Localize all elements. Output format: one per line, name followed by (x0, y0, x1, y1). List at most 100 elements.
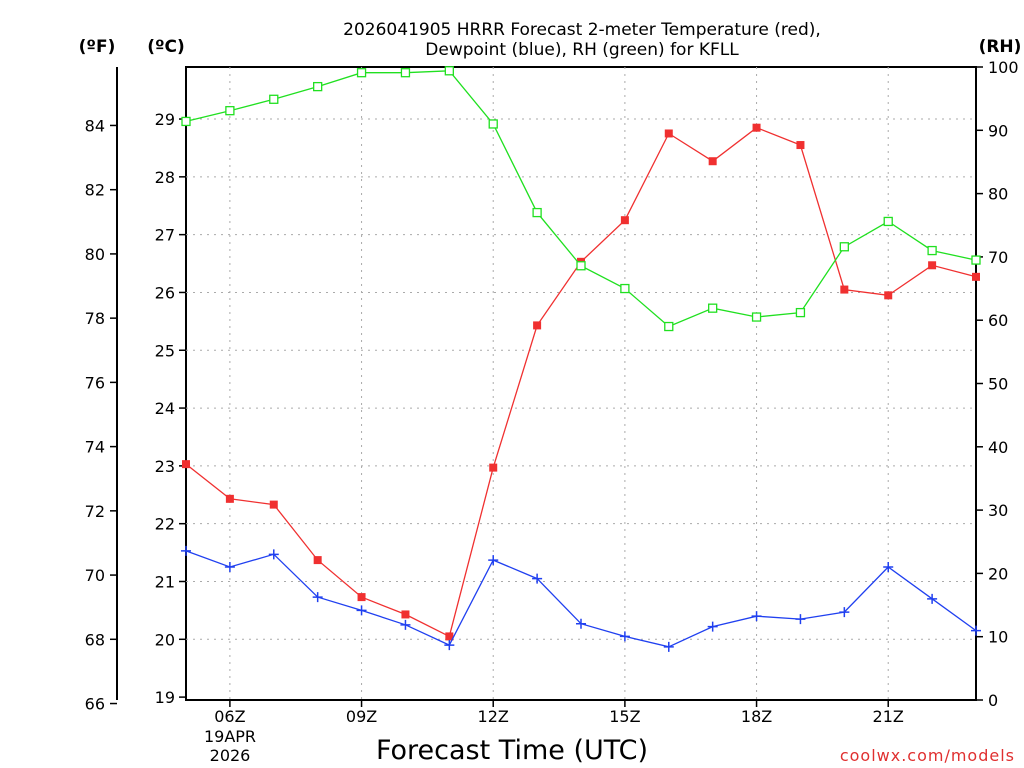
temperature-point (752, 123, 761, 132)
temperature-point (401, 610, 410, 619)
fahrenheit-tick-label: 72 (85, 502, 105, 521)
date-label-day: 19APR (204, 727, 256, 746)
rh-line (185, 70, 977, 328)
celsius-tick-label: 21 (155, 572, 175, 591)
temperature-point (357, 593, 366, 602)
dewpoint-point (400, 619, 411, 630)
rh-tick-label: 10 (988, 628, 1008, 647)
temperature-point (225, 494, 234, 503)
temperature-point (708, 157, 717, 166)
rh-tick-label: 40 (988, 438, 1008, 457)
x-tick-label: 12Z (478, 707, 509, 726)
x-tick-label: 09Z (346, 707, 377, 726)
x-tick-label: 21Z (873, 707, 904, 726)
dewpoint-point (532, 573, 543, 584)
temperature-point (182, 460, 190, 469)
temperature-point (533, 321, 542, 330)
rh-point (400, 68, 411, 78)
date-label-year: 2026 (210, 746, 251, 765)
temperature-point (269, 500, 278, 509)
rh-point (971, 255, 981, 265)
rh-tick-label: 30 (988, 501, 1008, 520)
fahrenheit-tick-label: 70 (85, 566, 105, 585)
rh-point (927, 245, 937, 256)
rh-point (225, 106, 235, 116)
rh-tick-label: 80 (988, 185, 1008, 204)
rh-point (620, 283, 630, 294)
fahrenheit-tick-label: 80 (85, 245, 105, 264)
rh-point (313, 81, 323, 92)
dewpoint-point (619, 631, 630, 642)
x-tick-label: 06Z (214, 707, 245, 726)
dewpoint-point (971, 625, 981, 636)
dewpoint-point (883, 562, 894, 573)
temperature-point (928, 261, 937, 270)
temperature-point (489, 463, 498, 472)
fahrenheit-tick-label: 84 (85, 116, 105, 135)
fahrenheit-tick-label: 82 (85, 181, 105, 200)
rh-point (181, 116, 191, 127)
celsius-unit-label: (ºC) (147, 37, 185, 57)
dewpoint-point (707, 621, 718, 632)
celsius-tick-label: 20 (155, 630, 175, 649)
temperature-point (884, 291, 893, 300)
dewpoint-point (444, 640, 455, 651)
rh-tick-label: 90 (988, 121, 1008, 140)
celsius-tick-label: 23 (155, 457, 175, 476)
dewpoint-point (312, 592, 323, 603)
celsius-tick-label: 24 (155, 399, 175, 418)
rh-point (444, 66, 454, 76)
temperature-point (620, 216, 629, 225)
rh-point (488, 119, 498, 129)
plot-frame (185, 66, 977, 701)
rh-tick-label: 0 (988, 691, 998, 710)
rh-point (839, 242, 849, 252)
axes: 66 68 70 72 74 76 78 80 82 84 19 20 21 22 23 24 25 26 27 28… (85, 58, 1019, 726)
rh-tick-label: 70 (988, 248, 1008, 267)
temperature-point (840, 285, 849, 294)
data-series (181, 66, 981, 652)
dewpoint-line (185, 550, 977, 648)
celsius-tick-label: 29 (155, 110, 175, 129)
rh-point (532, 207, 542, 218)
temperature-point (664, 129, 673, 138)
celsius-tick-label: 25 (155, 341, 175, 360)
fahrenheit-tick-label: 68 (85, 630, 105, 649)
dewpoint-point (927, 593, 938, 604)
rh-point (664, 321, 674, 332)
dewpoint-point (488, 555, 499, 566)
celsius-tick-label: 26 (155, 283, 175, 302)
rh-tick-label: 100 (988, 58, 1019, 77)
fahrenheit-tick-label: 78 (85, 309, 105, 328)
rh-point (751, 312, 762, 322)
rh-point (576, 261, 586, 271)
rh-point (795, 307, 806, 318)
temperature-point (796, 141, 805, 150)
dewpoint-point (181, 545, 191, 556)
rh-point (269, 94, 279, 104)
rh-tick-label: 50 (988, 375, 1008, 394)
celsius-tick-label: 28 (155, 168, 175, 187)
dewpoint-point (268, 549, 279, 560)
x-axis-title: Forecast Time (UTC) (376, 735, 648, 766)
rh-unit-label: (RH) (979, 37, 1022, 57)
temperature-point (445, 632, 454, 641)
fahrenheit-tick-label: 76 (85, 373, 105, 392)
fahrenheit-tick-label: 74 (85, 438, 105, 457)
dewpoint-point (795, 614, 806, 625)
rh-point (708, 303, 718, 313)
rh-point (356, 68, 367, 78)
x-tick-label: 18Z (741, 707, 772, 726)
gridlines (186, 67, 976, 700)
x-tick-label: 15Z (609, 707, 640, 726)
rh-tick-label: 60 (988, 311, 1008, 330)
dewpoint-point (839, 607, 850, 618)
celsius-tick-label: 27 (155, 226, 175, 245)
dewpoint-point (663, 641, 674, 652)
chart-title-line1: 2026041905 HRRR Forecast 2-meter Tempera… (343, 20, 821, 40)
dewpoint-point (576, 618, 586, 629)
credit-text: coolwx.com/models (840, 746, 1015, 765)
temperature-point (313, 556, 322, 565)
fahrenheit-tick-label: 66 (85, 695, 105, 714)
